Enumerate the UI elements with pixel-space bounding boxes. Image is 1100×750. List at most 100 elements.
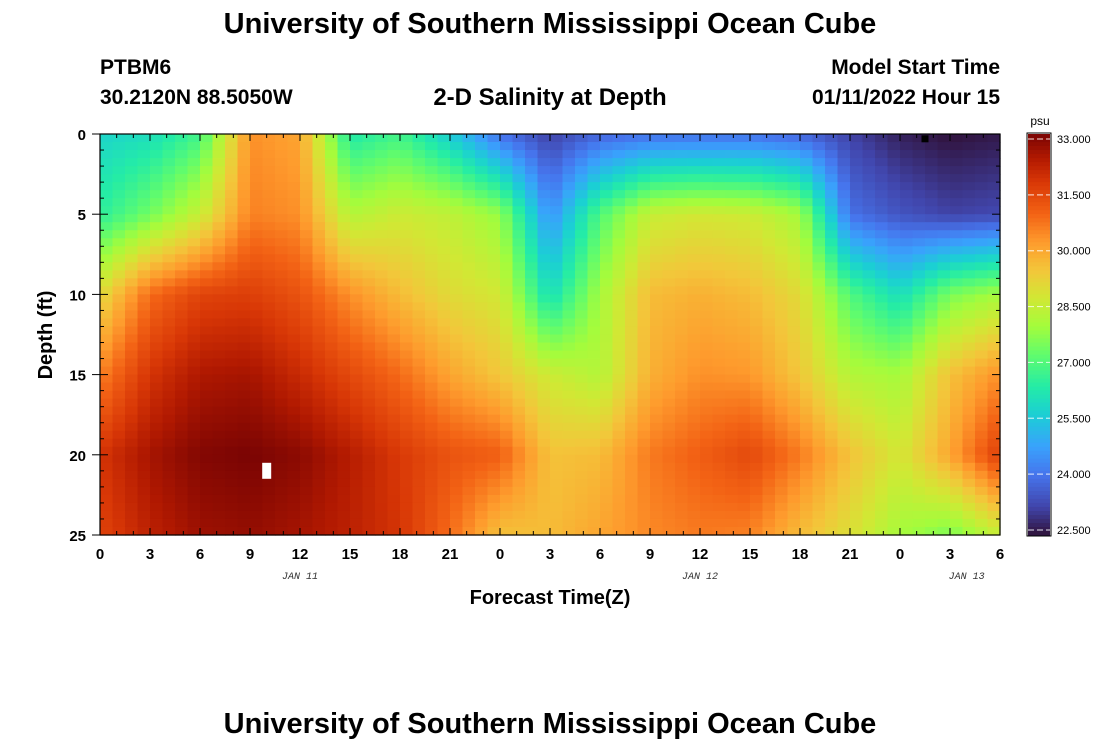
heatmap-cell xyxy=(450,470,464,480)
heatmap-cell xyxy=(675,486,689,496)
heatmap-cell xyxy=(700,134,714,143)
colorbar-step xyxy=(1028,158,1050,163)
heatmap-cell xyxy=(350,502,364,512)
heatmap-cell xyxy=(900,198,914,207)
heatmap-cell xyxy=(487,134,501,143)
heatmap-cell xyxy=(375,382,389,392)
heatmap-cell xyxy=(237,158,251,167)
heatmap-cell xyxy=(225,230,239,239)
heatmap-cell xyxy=(300,254,314,263)
heatmap-cell xyxy=(625,494,639,504)
heatmap-cell xyxy=(850,446,864,456)
heatmap-cell xyxy=(975,310,989,320)
heatmap-cell xyxy=(450,310,464,320)
heatmap-cell xyxy=(162,270,176,279)
heatmap-cell xyxy=(412,142,426,151)
heatmap-cell xyxy=(337,206,351,215)
heatmap-cell xyxy=(862,254,876,263)
heatmap-cell xyxy=(925,334,939,344)
heatmap-cell xyxy=(462,198,476,207)
heatmap-cell xyxy=(425,326,439,336)
heatmap-cell xyxy=(975,406,989,416)
heatmap-cell xyxy=(450,374,464,384)
heatmap-cell xyxy=(112,238,126,247)
heatmap-cell xyxy=(275,142,289,151)
heatmap-cell xyxy=(387,358,401,368)
heatmap-cell xyxy=(325,510,339,520)
heatmap-cell xyxy=(850,214,864,223)
heatmap-cell xyxy=(300,278,314,287)
heatmap-cell xyxy=(700,142,714,151)
heatmap-cell xyxy=(900,158,914,167)
heatmap-cell xyxy=(237,294,251,304)
heatmap-cell xyxy=(575,254,589,263)
heatmap-cell xyxy=(712,222,726,231)
heatmap-cell xyxy=(462,222,476,231)
heatmap-cell xyxy=(337,326,351,336)
heatmap-cell xyxy=(212,494,226,504)
heatmap-cell xyxy=(437,422,451,432)
heatmap-cell xyxy=(425,334,439,344)
heatmap-cell xyxy=(537,150,551,159)
heatmap-cell xyxy=(487,526,501,536)
heatmap-cell xyxy=(787,206,801,215)
heatmap-cell xyxy=(650,166,664,175)
heatmap-cell xyxy=(275,326,289,336)
heatmap-cell xyxy=(337,166,351,175)
heatmap-cell xyxy=(525,198,539,207)
heatmap-cell xyxy=(350,166,364,175)
heatmap-cell xyxy=(525,334,539,344)
heatmap-cell xyxy=(762,494,776,504)
heatmap-cell xyxy=(962,134,976,143)
heatmap-cell xyxy=(937,214,951,223)
heatmap-cell xyxy=(550,142,564,151)
heatmap-cell xyxy=(975,398,989,408)
heatmap-cell xyxy=(875,494,889,504)
heatmap-cell xyxy=(762,358,776,368)
heatmap-cell xyxy=(612,222,626,231)
heatmap-cell xyxy=(300,446,314,456)
heatmap-cell xyxy=(512,422,526,432)
heatmap-cell xyxy=(687,334,701,344)
heatmap-cell xyxy=(412,182,426,191)
heatmap-cell xyxy=(925,166,939,175)
heatmap-cell xyxy=(537,518,551,528)
heatmap-cell xyxy=(837,326,851,336)
colorbar-step xyxy=(1028,458,1050,464)
heatmap-cell xyxy=(900,310,914,320)
heatmap-cell xyxy=(737,350,751,360)
heatmap-cell xyxy=(400,198,414,207)
heatmap-cell xyxy=(662,174,676,183)
heatmap-cell xyxy=(900,278,914,287)
heatmap-cell xyxy=(775,230,789,239)
heatmap-cell xyxy=(912,206,926,215)
heatmap-cell xyxy=(962,430,976,440)
heatmap-cell xyxy=(112,518,126,528)
heatmap-cell xyxy=(162,462,176,472)
heatmap-cell xyxy=(625,342,639,352)
heatmap-cell xyxy=(537,190,551,199)
heatmap-cell xyxy=(800,470,814,480)
heatmap-cell xyxy=(850,494,864,504)
heatmap-cell xyxy=(787,158,801,167)
heatmap-cell xyxy=(487,158,501,167)
heatmap-cell xyxy=(175,246,189,255)
heatmap-cell xyxy=(800,510,814,520)
heatmap-cell xyxy=(575,302,589,312)
heatmap-cell xyxy=(350,526,364,536)
heatmap-cell xyxy=(925,446,939,456)
heatmap-cell xyxy=(975,246,989,255)
heatmap-cell xyxy=(975,446,989,456)
heatmap-cell xyxy=(512,302,526,312)
heatmap-cell xyxy=(450,526,464,536)
heatmap-cell xyxy=(487,454,501,464)
heatmap-cell xyxy=(512,342,526,352)
heatmap-cell xyxy=(725,190,739,199)
heatmap-cell xyxy=(487,182,501,191)
heatmap-cell xyxy=(537,230,551,239)
heatmap-cell xyxy=(950,502,964,512)
heatmap-cell xyxy=(575,182,589,191)
heatmap-cell xyxy=(112,438,126,448)
heatmap-cell xyxy=(600,430,614,440)
heatmap-cell xyxy=(487,502,501,512)
